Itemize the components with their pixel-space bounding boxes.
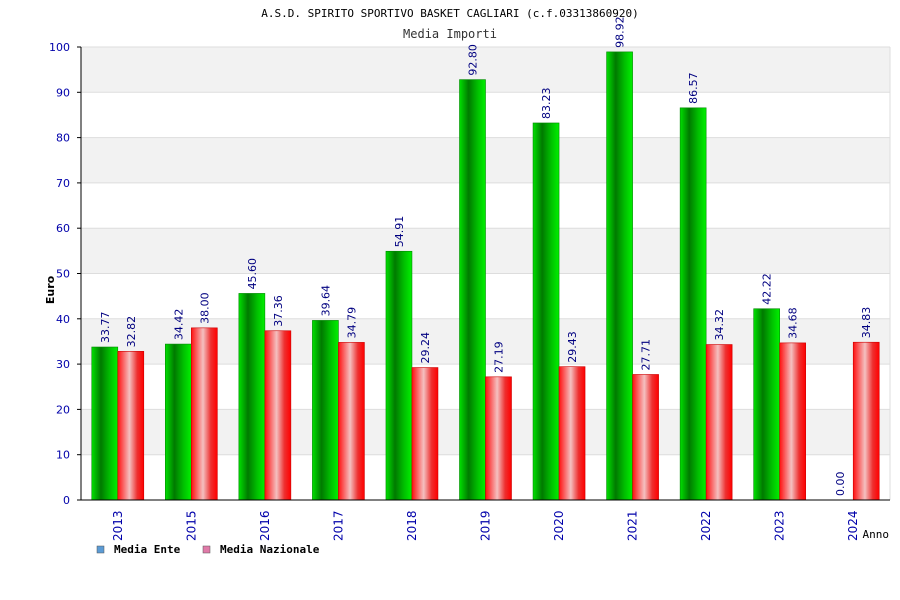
data-label: 27.71 (640, 339, 653, 371)
data-label: 86.57 (687, 72, 700, 104)
bar-media-ente (459, 79, 486, 501)
x-tick-label: 2023 (773, 510, 787, 541)
bar-media-nazionale (558, 366, 586, 501)
data-label: 32.82 (125, 316, 138, 348)
bar-media-ente (385, 250, 413, 501)
x-axis: 2013 2015 2016 2017 2018 2019 2020 2021 2022 2023… (81, 499, 890, 541)
x-tick-label: 2020 (552, 510, 566, 541)
data-label: 38.00 (198, 292, 211, 324)
bar-media-ente (753, 308, 780, 501)
data-label: 0.00 (834, 472, 847, 497)
data-label: 39.64 (319, 285, 332, 317)
data-labels: 33.77 32.82 34.42 38.00 45.60 37.36 39.64 34.79… (99, 16, 873, 496)
bar-media-nazionale (411, 367, 439, 501)
x-tick-label: 2017 (331, 510, 345, 541)
x-tick-label: 2024 (846, 510, 860, 541)
x-tick-label: 2021 (626, 510, 640, 541)
data-label: 42.22 (761, 273, 774, 305)
y-axis: 0 10 20 30 40 50 60 70 80 90 100 (49, 41, 82, 507)
bar-media-nazionale (632, 374, 659, 501)
y-tick-label: 80 (56, 132, 70, 145)
legend-swatch-media-ente (96, 545, 105, 554)
y-tick-label: 0 (63, 494, 70, 507)
y-tick-label: 100 (49, 41, 70, 54)
y-axis-label: Euro (44, 275, 57, 304)
bar-media-nazionale (191, 327, 218, 501)
x-tick-label: 2013 (111, 510, 125, 541)
legend-label-media-ente: Media Ente (114, 543, 181, 556)
y-tick-label: 70 (56, 177, 70, 190)
bar-media-ente (238, 293, 266, 501)
data-label: 34.32 (713, 309, 726, 341)
bar-media-nazionale (705, 344, 733, 501)
x-tick-label: 2016 (258, 510, 272, 541)
bar-media-ente (606, 51, 633, 501)
bar-media-ente (312, 320, 339, 501)
bar-media-ente (679, 107, 707, 501)
data-label: 34.79 (345, 307, 358, 339)
data-label: 29.24 (419, 332, 432, 364)
legend-swatch-media-nazionale (202, 545, 211, 554)
chart-title: A.S.D. SPIRITO SPORTIVO BASKET CAGLIARI … (261, 7, 639, 20)
chart-subtitle: Media Importi (403, 27, 497, 41)
bar-media-ente (532, 122, 560, 501)
y-tick-label: 40 (56, 313, 70, 326)
data-label: 37.36 (272, 295, 285, 327)
data-label: 34.68 (787, 307, 800, 339)
data-label: 34.42 (172, 309, 185, 341)
y-tick-label: 20 (56, 403, 70, 416)
legend-label-media-nazionale: Media Nazionale (220, 543, 320, 556)
data-label: 45.60 (246, 258, 259, 290)
legend: Media Ente Media Nazionale (96, 543, 320, 556)
bar-media-nazionale (485, 376, 512, 501)
bar-media-ente (91, 346, 119, 501)
x-axis-label: Anno (863, 528, 890, 541)
y-tick-label: 10 (56, 449, 70, 462)
bar-media-ente (165, 343, 192, 501)
data-label: 27.19 (493, 341, 506, 373)
data-label: 92.80 (467, 44, 480, 76)
y-tick-label: 50 (56, 268, 70, 281)
y-tick-label: 60 (56, 222, 70, 235)
x-tick-label: 2022 (699, 510, 713, 541)
data-label: 54.91 (393, 216, 406, 248)
x-tick-label: 2019 (479, 510, 493, 541)
bars (91, 51, 880, 501)
bar-media-nazionale (117, 351, 145, 501)
bar-media-nazionale (338, 342, 365, 501)
data-label: 34.83 (860, 307, 873, 339)
bar-media-nazionale (779, 342, 806, 501)
data-label: 83.23 (540, 87, 553, 119)
bar-media-nazionale (852, 341, 880, 501)
data-label: 33.77 (99, 312, 112, 344)
x-tick-label: 2018 (405, 510, 419, 541)
x-tick-label: 2015 (184, 510, 198, 541)
data-label: 98.92 (614, 16, 627, 48)
y-tick-label: 90 (56, 86, 70, 99)
bar-media-nazionale (264, 330, 292, 501)
y-tick-label: 30 (56, 358, 70, 371)
data-label: 29.43 (566, 331, 579, 363)
